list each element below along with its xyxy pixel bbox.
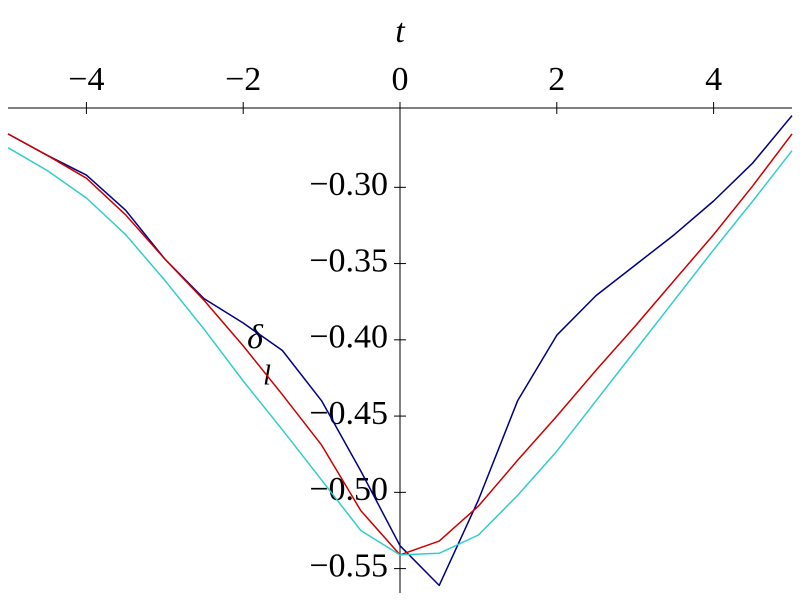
y-tick-label: −0.30 [309, 166, 388, 203]
line-series [7, 147, 793, 556]
x-tick-label: 2 [548, 61, 565, 98]
x-tick-label: 4 [705, 61, 722, 98]
y-axis-label: δ [247, 319, 264, 356]
x-tick-label: −2 [225, 61, 261, 98]
y-tick-label: −0.55 [309, 547, 388, 584]
x-tick-label: −4 [68, 61, 104, 98]
y-tick-label: −0.40 [309, 319, 388, 356]
line-series [7, 115, 793, 587]
x-tick-label: 0 [392, 61, 409, 98]
y-tick-label: −0.35 [309, 242, 388, 279]
x-axis-label: t [395, 13, 406, 50]
